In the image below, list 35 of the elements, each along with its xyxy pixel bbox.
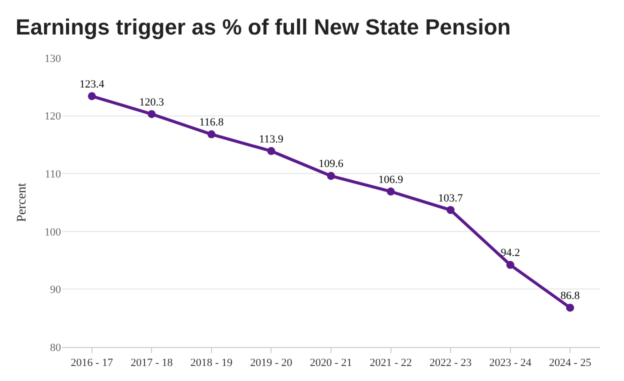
y-axis-title: Percent bbox=[13, 182, 28, 222]
x-tick-label: 2018 - 19 bbox=[190, 357, 234, 370]
x-tick-label: 2024 - 25 bbox=[549, 357, 592, 370]
point bbox=[566, 304, 574, 312]
data-label: 94.2 bbox=[500, 247, 520, 260]
data-label: 116.8 bbox=[199, 116, 224, 129]
y-tick-label: 100 bbox=[44, 226, 62, 238]
y-tick-label: 130 bbox=[44, 52, 62, 65]
data-label: 120.3 bbox=[139, 96, 165, 108]
y-tick-label: 120 bbox=[44, 110, 62, 123]
point bbox=[88, 92, 96, 100]
point bbox=[386, 188, 395, 196]
y-tick-label: 90 bbox=[50, 284, 62, 296]
point bbox=[267, 147, 276, 156]
data-label: 113.9 bbox=[259, 133, 284, 146]
data-label: 103.7 bbox=[438, 192, 464, 204]
point bbox=[327, 172, 335, 180]
point bbox=[207, 130, 216, 138]
x-tick-label: 2019 - 20 bbox=[250, 357, 293, 370]
x-tick-label: 2017 - 18 bbox=[130, 357, 174, 370]
x-tick-label: 2020 - 21 bbox=[310, 357, 352, 370]
x-tick-label: 2022 - 23 bbox=[429, 357, 472, 370]
point bbox=[148, 110, 156, 118]
point bbox=[506, 260, 514, 269]
data-label: 109.6 bbox=[318, 158, 344, 170]
x-tick-label: 2021 - 22 bbox=[370, 357, 412, 370]
data-label: 123.4 bbox=[80, 78, 105, 90]
x-tick-label: 2023 - 24 bbox=[489, 357, 532, 370]
chart-title: Earnings trigger as % of full New State Pension bbox=[16, 14, 511, 40]
x-tick-label: 2016 - 17 bbox=[70, 357, 114, 370]
point bbox=[446, 206, 455, 214]
y-tick-label: 80 bbox=[50, 342, 62, 354]
data-label: 106.9 bbox=[378, 174, 404, 186]
data-label: 86.8 bbox=[560, 290, 580, 302]
y-tick-label: 110 bbox=[44, 168, 62, 180]
